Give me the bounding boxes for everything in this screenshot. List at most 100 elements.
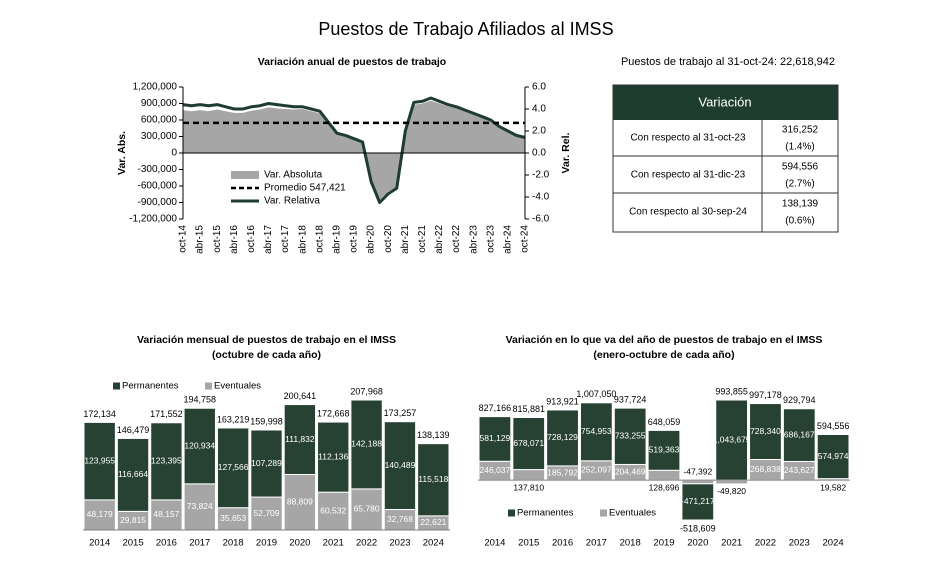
total-label: 172,668 xyxy=(317,408,350,418)
bar-value-label: 32,768 xyxy=(387,514,413,524)
total-label: 648,059 xyxy=(648,417,681,427)
total-label: -518,609 xyxy=(680,523,716,533)
bar-value-label: 19,582 xyxy=(820,482,846,492)
x-tick-label: oct-14 xyxy=(178,225,189,253)
x-tick-label: abr-15 xyxy=(195,225,206,254)
y-tick-label: -900,000 xyxy=(138,197,178,208)
x-tick-label: abr-19 xyxy=(332,225,343,254)
x-tick-label: 2021 xyxy=(721,538,742,549)
bar-segment xyxy=(183,407,216,485)
bar-segment xyxy=(283,404,317,475)
chart-title: Variación anual de puestos de trabajo xyxy=(258,56,446,68)
bar-segment xyxy=(216,427,250,509)
x-tick-label: 2018 xyxy=(223,538,244,549)
x-tick-label: 2017 xyxy=(189,538,210,549)
x-tick-label: 2020 xyxy=(289,538,310,549)
legend-label: Promedio 547,421 xyxy=(264,183,346,194)
bar-value-label: 48,157 xyxy=(153,509,179,519)
x-tick-label: 2024 xyxy=(823,538,844,549)
x-tick-label: abr-22 xyxy=(434,225,445,254)
bar-segment xyxy=(816,433,850,480)
bar-value-label: 728,340 xyxy=(750,426,781,436)
legend-label: Var. Absoluta xyxy=(264,170,323,181)
bar-value-label: 116,664 xyxy=(118,469,148,479)
bar-value-label: 107,289 xyxy=(251,458,282,468)
bar-segment xyxy=(613,407,647,465)
bar-value-label: 123,395 xyxy=(151,456,182,466)
table-header xyxy=(613,85,838,120)
x-tick-label: 2017 xyxy=(586,538,607,549)
bar-value-label: 120,934 xyxy=(184,440,215,450)
x-tick-label: abr-21 xyxy=(400,225,411,254)
bar-segment xyxy=(317,491,350,531)
table-cell: 594,556 xyxy=(782,162,819,173)
x-tick-label: 2022 xyxy=(356,538,377,549)
x-tick-label: 2019 xyxy=(653,538,674,549)
bar-value-label: 73,824 xyxy=(187,501,213,511)
total-label: 913,921 xyxy=(546,396,579,406)
bar-segment xyxy=(116,437,150,512)
y-tick-label: -1,200,000 xyxy=(129,214,177,225)
bar-value-label: 142,188 xyxy=(351,439,382,449)
y2-tick-label: -4.0 xyxy=(532,192,550,203)
bar-value-label: 35,653 xyxy=(220,513,246,523)
legend-label: Permanentes xyxy=(517,508,574,519)
legend-label: Eventuales xyxy=(214,381,261,392)
total-label: 594,556 xyxy=(817,421,850,431)
total-label: 207,968 xyxy=(350,386,383,396)
total-label: 173,257 xyxy=(384,408,417,418)
bar-value-label: 29,815 xyxy=(120,515,146,525)
bar-value-label: 48,179 xyxy=(87,509,113,519)
bar-segment xyxy=(715,399,749,481)
bar-segment xyxy=(317,421,350,493)
table-cell: 138,139 xyxy=(782,199,819,210)
bar-value-label: 728,129 xyxy=(547,432,578,442)
table-cell: (0.6%) xyxy=(785,216,814,227)
bar-segment xyxy=(83,421,116,501)
bar-segment xyxy=(647,429,681,471)
chart-subtitle: (octubre de cada año) xyxy=(212,349,321,361)
x-tick-label: oct-17 xyxy=(280,225,291,253)
legend-swatch xyxy=(231,171,259,179)
table-cell: 316,252 xyxy=(782,125,819,136)
bar-segment xyxy=(350,399,383,490)
bar-value-label: 1,043,675 xyxy=(713,434,751,444)
total-label: 163,219 xyxy=(217,414,250,424)
x-tick-label: abr-24 xyxy=(503,225,514,254)
bar-segment xyxy=(283,473,317,531)
bar-value-label: 140,489 xyxy=(385,460,416,470)
y-tick-label: 300,000 xyxy=(141,131,178,142)
total-label: 937,724 xyxy=(614,395,647,405)
bar-value-label: 574,974 xyxy=(818,451,849,461)
bar-segment xyxy=(512,416,546,471)
bar-value-label: 686,167 xyxy=(784,429,815,439)
bar-segment xyxy=(250,429,283,498)
total-label: 815,881 xyxy=(512,404,545,414)
bar-value-label: 733,255 xyxy=(615,431,646,441)
bar-value-label: -47,392 xyxy=(683,466,712,476)
bar-value-label: 112,136 xyxy=(318,451,348,461)
total-label: 200,641 xyxy=(284,391,317,401)
y2-tick-label: 4.0 xyxy=(532,104,546,115)
bar-value-label: 22,621 xyxy=(420,517,446,527)
total-label: 993,855 xyxy=(715,386,748,396)
x-tick-label: 2014 xyxy=(89,538,110,549)
table-cell: (2.7%) xyxy=(785,179,814,190)
x-tick-label: 2015 xyxy=(122,538,143,549)
x-tick-label: oct-20 xyxy=(383,225,394,253)
bar-value-label: 115,518 xyxy=(418,474,448,484)
bar-value-label: 246,037 xyxy=(480,465,511,475)
total-label: 171,552 xyxy=(150,409,183,419)
bar-segment xyxy=(681,479,715,485)
bar-value-label: 127,566 xyxy=(218,462,249,472)
bar-segment xyxy=(647,469,681,481)
bar-value-label: 65,780 xyxy=(354,504,380,514)
bar-value-label: -471,217 xyxy=(681,496,715,506)
bar-segment xyxy=(512,469,546,481)
y-tick-label: 0 xyxy=(171,148,177,159)
bar-value-label: 123,955 xyxy=(84,455,115,465)
x-tick-label: 2014 xyxy=(484,538,505,549)
bar-value-label: 204,469 xyxy=(615,467,646,477)
bar-value-label: 137,810 xyxy=(513,482,544,492)
table-header-text: Variación xyxy=(698,94,751,109)
